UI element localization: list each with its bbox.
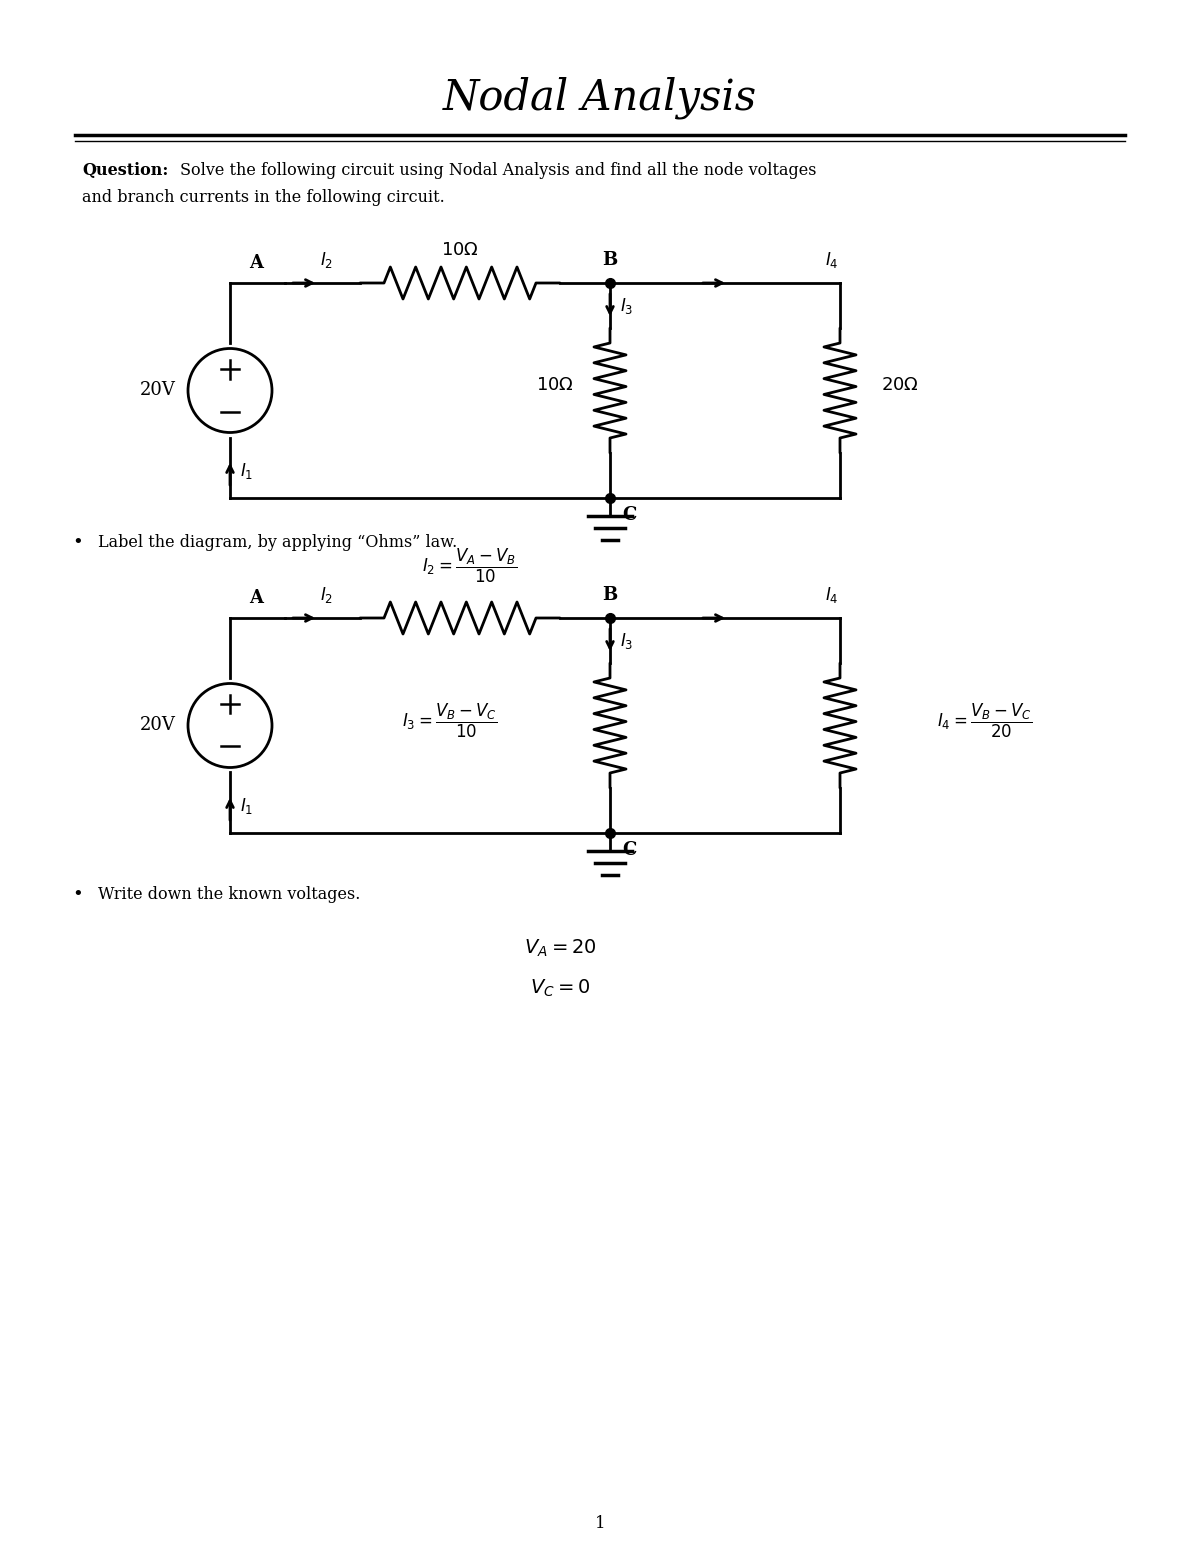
Text: B: B [602, 585, 618, 604]
Text: Solve the following circuit using Nodal Analysis and find all the node voltages: Solve the following circuit using Nodal … [180, 163, 816, 180]
Text: Nodal Analysis: Nodal Analysis [443, 76, 757, 120]
Text: 20V: 20V [140, 716, 176, 735]
Text: •: • [72, 887, 83, 904]
Text: A: A [250, 255, 263, 272]
Text: Question:: Question: [82, 163, 168, 180]
Text: $I_3 = \dfrac{V_B - V_C}{10}$: $I_3 = \dfrac{V_B - V_C}{10}$ [402, 702, 498, 739]
Text: $I_2 = \dfrac{V_A - V_B}{10}$: $I_2 = \dfrac{V_A - V_B}{10}$ [422, 547, 517, 585]
Text: $20\Omega$: $20\Omega$ [881, 376, 919, 394]
Text: $10\Omega$: $10\Omega$ [442, 241, 479, 259]
Text: B: B [602, 252, 618, 269]
Text: $I_3$: $I_3$ [620, 631, 634, 651]
Text: $V_C = 0$: $V_C = 0$ [530, 977, 590, 999]
Text: $I_1$: $I_1$ [240, 797, 253, 815]
Text: Label the diagram, by applying “Ohms” law.: Label the diagram, by applying “Ohms” la… [98, 534, 457, 551]
Text: $I_4 = \dfrac{V_B - V_C}{20}$: $I_4 = \dfrac{V_B - V_C}{20}$ [937, 702, 1033, 739]
Text: and branch currents in the following circuit.: and branch currents in the following cir… [82, 189, 445, 207]
Text: Write down the known voltages.: Write down the known voltages. [98, 887, 360, 904]
Text: $I_4$: $I_4$ [826, 250, 839, 270]
Text: $I_2$: $I_2$ [320, 250, 334, 270]
Text: $V_A = 20$: $V_A = 20$ [523, 938, 596, 958]
Text: $I_4$: $I_4$ [826, 585, 839, 606]
Text: C: C [622, 506, 636, 523]
Text: $I_3$: $I_3$ [620, 297, 634, 315]
Text: $I_1$: $I_1$ [240, 461, 253, 481]
Text: $I_2$: $I_2$ [320, 585, 334, 606]
Text: •: • [72, 534, 83, 551]
Text: $10\Omega$: $10\Omega$ [536, 376, 574, 394]
Text: 20V: 20V [140, 382, 176, 399]
Text: 1: 1 [595, 1514, 605, 1531]
Text: C: C [622, 842, 636, 859]
Text: A: A [250, 589, 263, 607]
